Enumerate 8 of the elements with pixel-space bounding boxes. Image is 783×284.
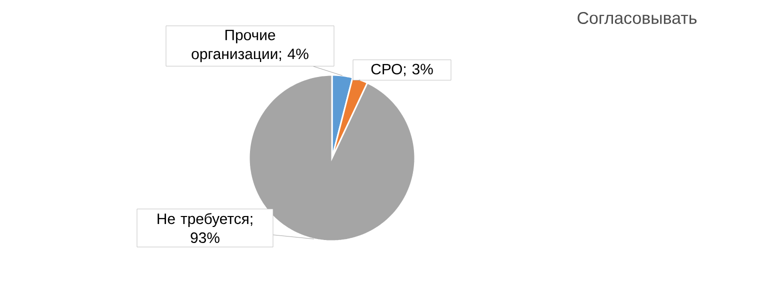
data-label: ; 3% bbox=[404, 64, 433, 76]
text: 93% bbox=[190, 232, 220, 244]
slice-label: Прочие организации bbox=[192, 30, 278, 62]
slice-label: Не требуется bbox=[158, 212, 248, 228]
slice-label: СРО bbox=[371, 64, 402, 74]
text: ; bbox=[250, 216, 252, 226]
data-label: ; 4% bbox=[280, 48, 308, 61]
text: Согласовывать bbox=[578, 12, 697, 24]
